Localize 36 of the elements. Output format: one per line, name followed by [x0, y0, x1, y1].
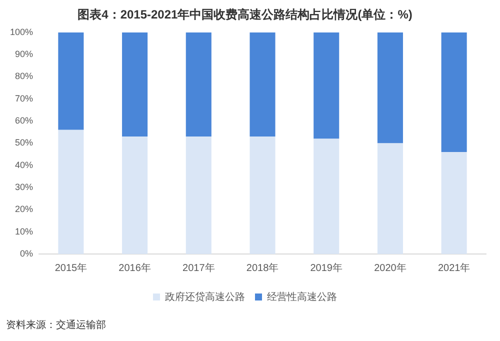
- legend-label: 经营性高速公路: [267, 290, 337, 303]
- y-tick-label: 0%: [20, 248, 34, 258]
- x-tick-label: 2021年: [438, 262, 470, 274]
- x-tick-label: 2015年: [54, 262, 88, 274]
- bar: [186, 136, 212, 254]
- bar: [377, 32, 403, 144]
- chart-title: 图表4：2015-2021年中国收费高速公路结构占比情况(单位：%): [78, 8, 412, 22]
- bar: [441, 152, 467, 254]
- y-tick-label: 100%: [10, 26, 34, 37]
- y-tick-label: 20%: [15, 204, 34, 214]
- x-tick-label: 2016年: [118, 262, 151, 274]
- y-tick-label: 40%: [15, 160, 34, 170]
- x-tick-label: 2017年: [182, 262, 215, 274]
- x-tick-label: 2019年: [310, 262, 342, 274]
- bar: [314, 138, 340, 254]
- bar: [122, 136, 148, 254]
- y-tick-label: 10%: [15, 226, 34, 236]
- bar: [122, 32, 148, 137]
- y-tick-label: 70%: [15, 93, 34, 104]
- y-tick-label: 30%: [15, 182, 34, 192]
- bar: [314, 32, 340, 139]
- bar: [441, 32, 467, 152]
- bar: [250, 136, 276, 254]
- bar: [58, 32, 84, 130]
- text: 资料来源：交通运输部: [6, 318, 106, 332]
- x-tick-label: 2020年: [374, 262, 406, 274]
- x-tick-label: 2018年: [246, 262, 279, 274]
- bar: [58, 130, 84, 254]
- bar: [186, 32, 212, 137]
- legend-label: 政府还贷高速公路: [165, 290, 245, 303]
- y-tick-label: 50%: [15, 138, 34, 148]
- y-tick-label: 60%: [15, 116, 34, 126]
- y-tick-label: 90%: [15, 49, 34, 60]
- bar: [250, 32, 276, 137]
- bar: [377, 143, 403, 254]
- y-tick-label: 80%: [15, 71, 34, 82]
